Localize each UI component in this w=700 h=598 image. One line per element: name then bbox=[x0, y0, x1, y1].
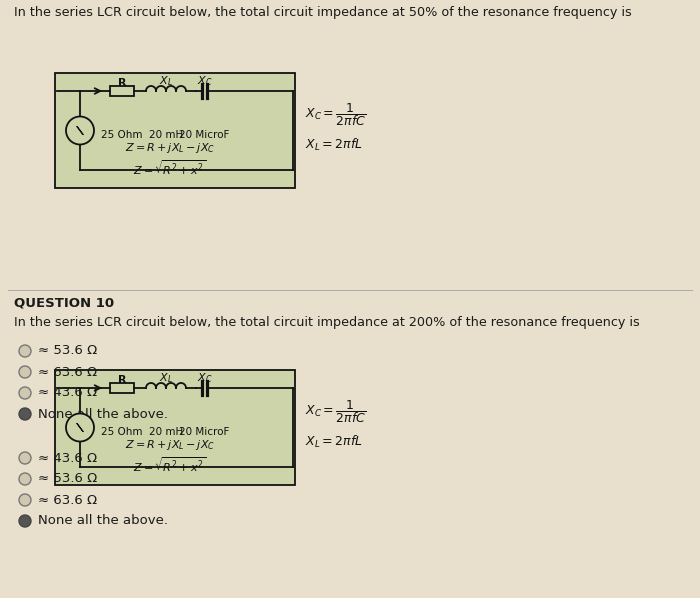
Circle shape bbox=[19, 366, 31, 378]
Circle shape bbox=[19, 515, 31, 527]
Text: 25 Ohm: 25 Ohm bbox=[102, 427, 143, 437]
Text: ≈ 63.6 Ω: ≈ 63.6 Ω bbox=[38, 493, 97, 507]
Bar bbox=[110, 86, 134, 96]
Circle shape bbox=[19, 387, 31, 399]
Text: $X_C = \dfrac{1}{2\pi fC}$: $X_C = \dfrac{1}{2\pi fC}$ bbox=[305, 398, 367, 425]
Text: ≈ 63.6 Ω: ≈ 63.6 Ω bbox=[38, 365, 97, 379]
Text: R: R bbox=[118, 78, 126, 88]
Circle shape bbox=[66, 117, 94, 145]
Text: $X_C$: $X_C$ bbox=[197, 74, 212, 88]
Text: In the series LCR circuit below, the total circuit impedance at 200% of the reso: In the series LCR circuit below, the tot… bbox=[14, 316, 640, 329]
Text: 20 MicroF: 20 MicroF bbox=[179, 427, 230, 437]
Text: 20 MicroF: 20 MicroF bbox=[179, 130, 230, 140]
Text: $Z = R + jX_L - jX_C$: $Z = R + jX_L - jX_C$ bbox=[125, 438, 215, 452]
Text: ≈ 53.6 Ω: ≈ 53.6 Ω bbox=[38, 472, 97, 486]
Text: $X_L = 2\pi fL$: $X_L = 2\pi fL$ bbox=[305, 137, 363, 153]
Text: $X_C = \dfrac{1}{2\pi fC}$: $X_C = \dfrac{1}{2\pi fC}$ bbox=[305, 101, 367, 128]
Bar bbox=[110, 383, 134, 393]
Text: $X_L = 2\pi fL$: $X_L = 2\pi fL$ bbox=[305, 434, 363, 450]
Text: $X_L$: $X_L$ bbox=[159, 371, 173, 385]
Text: $Z = R + jX_L - jX_C$: $Z = R + jX_L - jX_C$ bbox=[125, 141, 215, 155]
Text: ≈ 43.6 Ω: ≈ 43.6 Ω bbox=[38, 386, 97, 399]
Text: QUESTION 10: QUESTION 10 bbox=[14, 296, 114, 309]
Text: 20 mH: 20 mH bbox=[149, 427, 183, 437]
Text: $Z = \sqrt{R^2 + x^2}$: $Z = \sqrt{R^2 + x^2}$ bbox=[134, 455, 206, 474]
Text: $Z = \sqrt{R^2 + x^2}$: $Z = \sqrt{R^2 + x^2}$ bbox=[134, 158, 206, 176]
Text: $X_C$: $X_C$ bbox=[197, 371, 212, 385]
Circle shape bbox=[19, 345, 31, 357]
Circle shape bbox=[66, 413, 94, 441]
Text: 20 mH: 20 mH bbox=[149, 130, 183, 140]
Text: 25 Ohm: 25 Ohm bbox=[102, 130, 143, 140]
Circle shape bbox=[19, 452, 31, 464]
Text: None all the above.: None all the above. bbox=[38, 514, 168, 527]
Text: In the series LCR circuit below, the total circuit impedance at 50% of the reson: In the series LCR circuit below, the tot… bbox=[14, 6, 631, 19]
Text: ≈ 43.6 Ω: ≈ 43.6 Ω bbox=[38, 451, 97, 465]
Text: ≈ 53.6 Ω: ≈ 53.6 Ω bbox=[38, 344, 97, 358]
Text: None all the above.: None all the above. bbox=[38, 407, 168, 420]
Circle shape bbox=[19, 473, 31, 485]
Text: $X_L$: $X_L$ bbox=[159, 74, 173, 88]
Bar bbox=[55, 73, 295, 188]
Circle shape bbox=[19, 408, 31, 420]
Text: R: R bbox=[118, 375, 126, 385]
Circle shape bbox=[19, 494, 31, 506]
Bar bbox=[55, 370, 295, 485]
